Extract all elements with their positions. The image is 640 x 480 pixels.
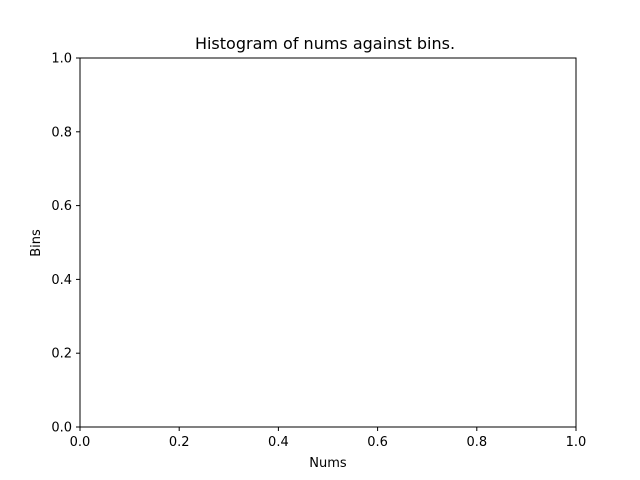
y-tick-label: 0.0 <box>51 421 72 436</box>
chart-title: Histogram of nums against bins. <box>195 34 455 53</box>
y-tick-label: 1.0 <box>51 52 72 67</box>
y-tick-label: 0.4 <box>51 273 72 288</box>
x-tick-label: 1.0 <box>566 435 587 450</box>
plot-area <box>79 57 577 428</box>
plot-frame <box>79 57 577 428</box>
y-axis-ticks: 0.0 0.2 0.4 0.6 0.8 1.0 <box>51 52 80 436</box>
x-tick-label: 0.6 <box>367 435 388 450</box>
y-tick-label: 0.8 <box>51 125 72 140</box>
x-tick-label: 0.2 <box>169 435 190 450</box>
x-tick-label: 0.4 <box>268 435 289 450</box>
x-axis-label: Nums <box>309 456 347 471</box>
y-axis-label: Bins <box>29 229 44 257</box>
x-tick-label: 0.8 <box>466 435 487 450</box>
x-tick-label: 0.0 <box>70 435 91 450</box>
y-tick-label: 0.6 <box>51 199 72 214</box>
x-axis-ticks: 0.0 0.2 0.4 0.6 0.8 1.0 <box>70 427 587 450</box>
y-tick-label: 0.2 <box>51 347 72 362</box>
